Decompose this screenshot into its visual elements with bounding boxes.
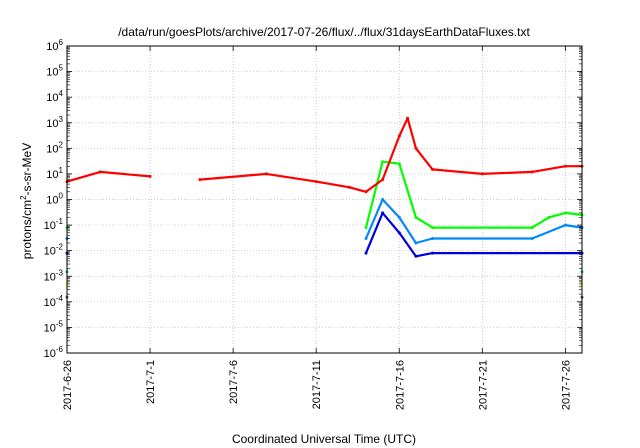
y-tick-label-exponent: 4	[59, 89, 64, 98]
y-tick-label: 102	[46, 140, 63, 155]
y-tick-label: 10-5	[44, 319, 64, 334]
y-tick-label: 101	[46, 166, 63, 181]
data-point	[364, 237, 368, 240]
y-tick-label-base: 10	[46, 67, 58, 79]
y-tick-label: 10-6	[44, 345, 64, 360]
x-axis-title: Coordinated Universal Time (UTC)	[232, 432, 416, 446]
y-tick-label: 105	[46, 64, 63, 79]
y-tick-label-base: 10	[46, 41, 58, 53]
data-point	[406, 116, 410, 120]
y-axis-title: protons/cm2-s-sr-MeV	[19, 143, 34, 259]
y-tick-label-exponent: -4	[56, 294, 64, 303]
y-tick-label-base: 10	[44, 246, 56, 258]
y-tick-label-base: 10	[44, 297, 56, 309]
y-tick-label-base: 10	[46, 143, 58, 155]
data-point	[431, 226, 434, 230]
series-line	[66, 117, 582, 193]
x-tick-label: 2017-7-16	[394, 360, 406, 410]
data-point	[347, 185, 351, 189]
data-point	[264, 172, 268, 176]
data-point	[314, 180, 318, 184]
y-tick-label: 103	[46, 115, 63, 130]
y-tick-label-exponent: 6	[59, 38, 64, 47]
data-point	[414, 241, 418, 245]
y-tick-label: 10-2	[44, 243, 64, 258]
y-tick-label-base: 10	[46, 118, 58, 130]
y-axis-title-sup: 2	[19, 195, 28, 200]
x-tick-label: 2017-7-11	[311, 360, 323, 409]
y-tick-label-base: 10	[44, 322, 56, 334]
y-tick-label-base: 10	[46, 169, 58, 181]
y-tick-label-base: 10	[46, 92, 58, 104]
data-point	[381, 178, 385, 182]
data-point	[397, 215, 401, 219]
data-point	[563, 164, 567, 168]
data-point	[397, 162, 401, 166]
data-point	[414, 254, 418, 258]
data-point	[431, 251, 434, 255]
y-axis-title-rest: -s-sr-MeV	[20, 143, 34, 196]
x-tick-label: 2017-6-26	[62, 360, 74, 410]
x-tick-label: 2017-7-6	[228, 360, 240, 404]
y-tick-label-exponent: -5	[56, 319, 64, 328]
y-tick-label-exponent: 0	[59, 192, 64, 201]
data-point	[414, 146, 418, 150]
data-point	[563, 223, 567, 227]
y-tick-label-exponent: -1	[56, 217, 64, 226]
data-point	[381, 198, 385, 201]
data-point	[431, 237, 434, 240]
y-tick-label-exponent: -6	[56, 345, 64, 354]
y-tick-label-base: 10	[44, 271, 56, 283]
y-axis-title-base: protons/cm	[20, 200, 34, 259]
y-tick-label-exponent: -2	[56, 243, 64, 252]
chart-title: /data/run/goesPlots/archive/2017-07-26/f…	[118, 25, 530, 39]
data-point	[530, 237, 534, 240]
data-point	[98, 170, 102, 174]
series-line	[364, 198, 583, 245]
y-tick-label-exponent: 5	[59, 64, 64, 73]
data-point	[381, 211, 385, 215]
x-tick-label: 2017-7-21	[477, 360, 489, 410]
data-point	[547, 215, 551, 219]
y-tick-label-exponent: 1	[59, 166, 64, 175]
y-tick-label-base: 10	[44, 220, 56, 232]
y-tick-label-exponent: 2	[59, 140, 64, 149]
y-tick-label: 100	[46, 192, 63, 207]
data-point	[563, 211, 567, 215]
series-layer	[65, 116, 584, 299]
y-tick-label-base: 10	[46, 195, 58, 207]
data-point	[364, 251, 368, 255]
data-point	[480, 172, 484, 176]
data-point	[397, 231, 401, 235]
data-point	[198, 178, 202, 182]
y-tick-label: 10-1	[44, 217, 64, 232]
axes: 10-610-510-410-310-210-11001011021031041…	[44, 38, 583, 410]
y-tick-label-exponent: -3	[56, 268, 64, 277]
y-tick-label-base: 10	[44, 348, 56, 360]
data-point	[530, 226, 534, 230]
y-tick-label-exponent: 3	[59, 115, 64, 124]
y-tick-label: 10-3	[44, 268, 64, 283]
y-tick-label: 10-4	[44, 294, 64, 309]
x-tick-label: 2017-7-1	[145, 360, 157, 404]
data-point	[381, 160, 385, 164]
y-tick-label: 106	[46, 38, 63, 53]
data-point	[397, 134, 401, 138]
data-point	[530, 170, 534, 174]
x-tick-label: 2017-7-26	[560, 360, 572, 410]
data-point	[414, 215, 418, 219]
data-point	[431, 167, 434, 171]
plot-frame	[66, 45, 583, 354]
data-point	[364, 226, 368, 230]
grid	[66, 45, 582, 354]
data-point	[364, 190, 368, 194]
y-tick-label: 104	[46, 89, 63, 104]
data-point	[148, 174, 152, 178]
series-line	[364, 211, 582, 258]
